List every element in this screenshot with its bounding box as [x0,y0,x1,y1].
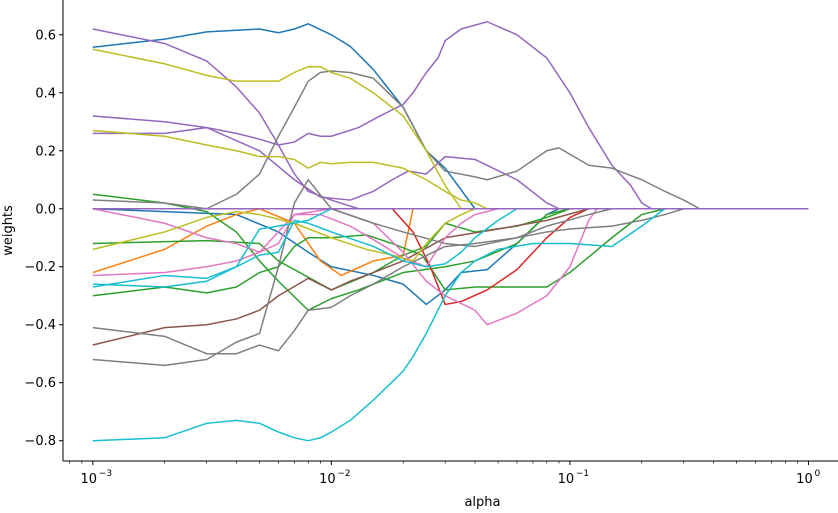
x-axis-label: alpha [464,495,500,509]
y-tick-label: −0.6 [24,376,56,391]
series-line-15 [92,179,809,367]
plot-area [92,21,809,442]
series-line-12 [92,208,809,326]
x-tick-label: 10 [81,472,98,487]
x-tick-exponent: −2 [337,469,350,479]
x-minor-ticks [69,461,798,464]
y-tick-label: 0.4 [35,86,56,101]
x-tick-exponent: 0 [814,469,820,479]
x-tick-label: 10 [319,472,336,487]
series-line-10 [92,126,809,210]
y-tick-label: −0.4 [24,318,56,333]
series-line-8 [92,28,809,210]
series-line-14 [92,208,809,355]
y-tick-label: −0.2 [24,260,56,275]
series-line-16 [92,70,809,210]
x-tick-exponent: −1 [576,469,589,479]
series-line-20 [92,208,809,442]
series-line-19 [92,208,809,262]
series-line-13 [92,208,809,268]
series-line-22 [92,208,809,288]
series-line-18 [92,129,809,210]
series-layer [92,21,809,442]
y-tick-label: 0.2 [35,144,56,159]
series-line-4 [92,193,809,311]
x-tick-exponent: −3 [99,469,112,479]
x-ticks: 10 −3 10 −2 10 −1 10 0 [81,461,820,487]
axes-layer: 10 −3 10 −2 10 −1 10 0 0.60.40.20.0−0.2−0.4−0.6… [24,0,838,487]
series-line-9 [92,21,809,210]
series-line-11 [92,208,809,346]
y-tick-label: 0.6 [35,28,56,43]
y-ticks: 0.6 0.4 0.2 0.0 −0.2 −0.4 −0.6 −0.8 [24,28,63,449]
y-tick-label: −0.8 [24,434,56,449]
y-axis-label: weights [1,205,16,256]
series-line-3 [92,208,809,277]
x-tick-label: 10 [558,472,575,487]
x-tick-label: 10 [796,472,813,487]
series-line-5 [92,208,809,297]
series-line-1 [92,23,809,210]
series-line-7 [92,208,809,306]
series-line-17 [92,48,809,210]
y-tick-label: 0.0 [35,202,56,217]
